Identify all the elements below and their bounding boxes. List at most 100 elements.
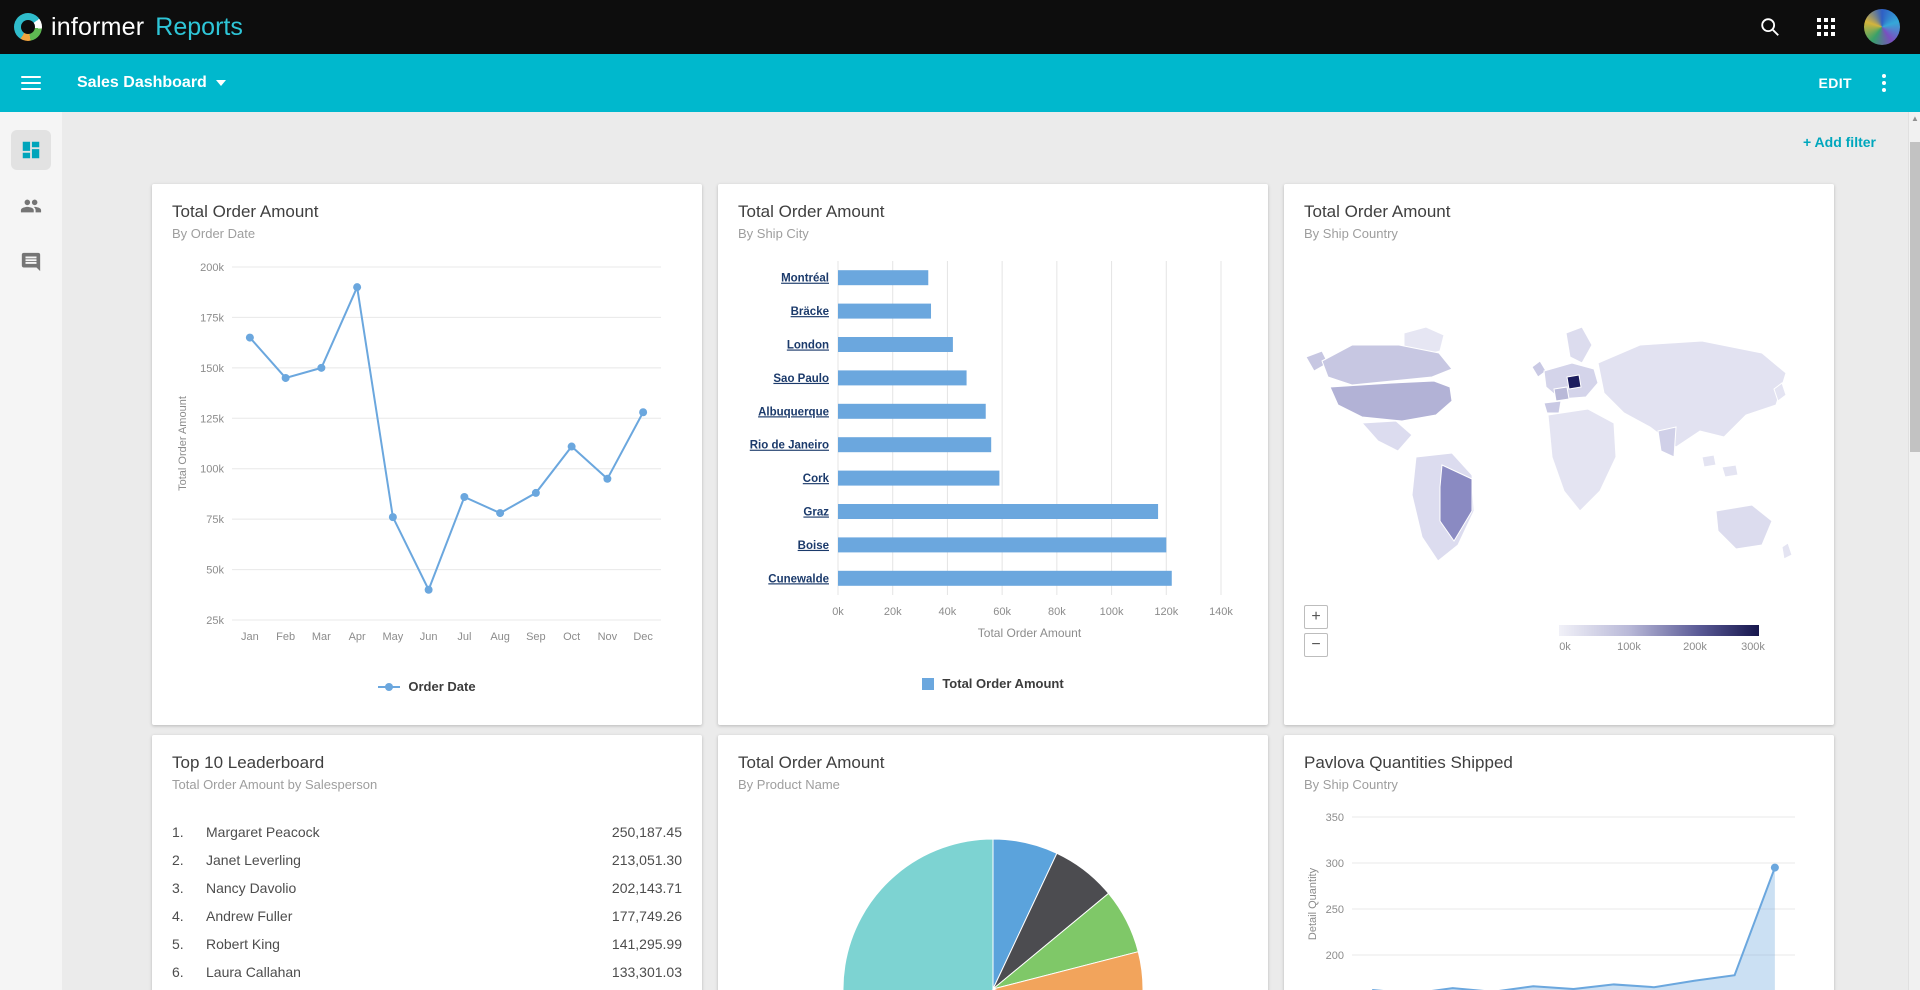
x-tick-label: Feb [276, 631, 295, 643]
scroll-up-arrow[interactable]: ▲ [1911, 114, 1919, 123]
card-total-by-order-date: Total Order Amount By Order Date 25k 50k 7… [152, 184, 702, 725]
data-point[interactable] [317, 363, 326, 372]
y-tick-label: 125k [200, 413, 224, 425]
map-color-legend: 0k 100k 200k 300k [1559, 625, 1765, 657]
card-grid: Total Order Amount By Order Date 25k 50k 7… [152, 184, 1834, 990]
card-total-by-ship-country: Total Order Amount By Ship Country [1284, 184, 1834, 725]
data-point[interactable] [567, 442, 576, 451]
area-fill [1372, 867, 1775, 990]
apps-button[interactable] [1808, 9, 1844, 45]
apps-grid-icon [1817, 18, 1835, 36]
bar[interactable] [838, 570, 1172, 586]
map-zoom-controls: + − [1304, 605, 1328, 657]
leaderboard-row: 6. Laura Callahan 133,301.03 [172, 958, 682, 986]
data-point[interactable] [424, 585, 433, 594]
category-link[interactable]: London [787, 340, 829, 352]
y-tick-label: 50k [206, 565, 224, 577]
bar[interactable] [838, 337, 953, 352]
x-tick-label: 20k [884, 606, 902, 618]
data-point[interactable] [639, 408, 648, 417]
bar[interactable] [838, 470, 1000, 486]
x-tick-label: Nov [598, 631, 618, 643]
category-link[interactable]: Rio de Janeiro [750, 440, 829, 452]
y-tick-label: 300 [1326, 858, 1344, 870]
y-tick-label: 200 [1326, 950, 1344, 962]
legend-label: Order Date [408, 679, 476, 694]
card-title: Top 10 Leaderboard [172, 753, 325, 772]
app-logo[interactable]: informer Reports [14, 13, 243, 42]
world-map[interactable] [1304, 319, 1814, 579]
bar[interactable] [838, 437, 992, 453]
rank: 5. [172, 936, 184, 952]
card-title: Total Order Amount [738, 202, 885, 221]
sidebar-item-dashboards[interactable] [11, 130, 51, 170]
x-tick-label: 140k [1209, 606, 1233, 618]
card-total-by-ship-city: Total Order Amount By Ship City 0k 20k 40k… [718, 184, 1268, 725]
data-point[interactable] [460, 492, 469, 501]
category-link[interactable]: Boise [798, 540, 829, 552]
x-tick-label: Aug [490, 631, 510, 643]
data-point[interactable] [531, 488, 540, 497]
bar[interactable] [838, 303, 932, 319]
y-tick-label: 250 [1326, 904, 1344, 916]
more-menu-button[interactable] [1878, 70, 1890, 96]
x-tick-label: Oct [563, 631, 580, 643]
bar[interactable] [838, 270, 929, 286]
menu-button[interactable] [13, 65, 49, 101]
category-link[interactable]: Graz [803, 507, 829, 519]
x-tick-label: 40k [939, 606, 957, 618]
zoom-out-button[interactable]: − [1304, 633, 1328, 657]
bar[interactable] [838, 504, 1159, 519]
line-series [1372, 867, 1776, 990]
bar[interactable] [838, 403, 986, 419]
sidebar-item-users[interactable] [11, 186, 51, 226]
category-link[interactable]: Sao Paulo [773, 373, 829, 385]
category-link[interactable]: Bräcke [791, 306, 829, 318]
data-point[interactable] [388, 513, 397, 522]
category-link[interactable]: Montréal [781, 273, 829, 285]
bar[interactable] [838, 537, 1167, 553]
x-tick-label: Dec [633, 631, 653, 643]
edit-button[interactable]: EDIT [1818, 75, 1852, 91]
data-point[interactable] [603, 474, 612, 483]
dashboard-icon [22, 141, 40, 159]
salesperson-name: Laura Callahan [206, 964, 301, 980]
data-point[interactable] [281, 373, 290, 382]
search-button[interactable] [1752, 9, 1788, 45]
salesperson-name: Janet Leverling [206, 852, 301, 868]
data-point[interactable] [353, 283, 362, 292]
pie-slice[interactable] [991, 951, 1144, 990]
rank: 2. [172, 852, 184, 868]
category-link[interactable]: Cork [803, 473, 830, 485]
scrollbar-thumb[interactable] [1910, 142, 1920, 452]
category-link[interactable]: Albuquerque [758, 406, 829, 418]
card-title: Pavlova Quantities Shipped [1304, 753, 1513, 772]
data-point[interactable] [496, 509, 505, 518]
x-tick-label: Jun [420, 631, 438, 643]
dashboard-toolbar: Sales Dashboard EDIT [0, 54, 1920, 112]
dashboard-selector[interactable]: Sales Dashboard [77, 74, 226, 92]
data-point[interactable] [245, 333, 254, 342]
bar[interactable] [838, 370, 967, 386]
user-avatar[interactable] [1864, 9, 1900, 45]
order-amount-value: 141,295.99 [611, 936, 682, 952]
map-tick-label: 0k [1559, 641, 1571, 653]
category-link[interactable]: Cunewalde [768, 573, 829, 585]
vertical-scrollbar[interactable]: ▲ [1908, 112, 1920, 990]
zoom-in-button[interactable]: + [1304, 605, 1328, 629]
x-tick-label: 60k [993, 606, 1011, 618]
card-subtitle: By Ship Country [1304, 226, 1398, 241]
pie-slice[interactable] [842, 838, 994, 990]
line-series [249, 283, 645, 593]
ship-city-bar-chart: 0k 20k 40k 60k 80k 100k 120k 140k Montréal Bräcke… [750, 261, 1233, 640]
legend-label: Total Order Amount [942, 676, 1064, 691]
data-point[interactable] [1770, 863, 1779, 872]
x-tick-label: Apr [349, 631, 366, 643]
sidebar-item-comments[interactable] [11, 242, 51, 282]
add-filter-button[interactable]: + Add filter [1803, 134, 1876, 150]
x-tick-label: 0k [832, 606, 844, 618]
salesperson-name: Margaret Peacock [206, 824, 320, 840]
leaderboard-row: 2. Janet Leverling 213,051.30 [172, 846, 682, 874]
rank: 1. [172, 824, 184, 840]
leaderboard-list: 1. Margaret Peacock 250,187.45 2. Janet Leve… [172, 818, 682, 986]
